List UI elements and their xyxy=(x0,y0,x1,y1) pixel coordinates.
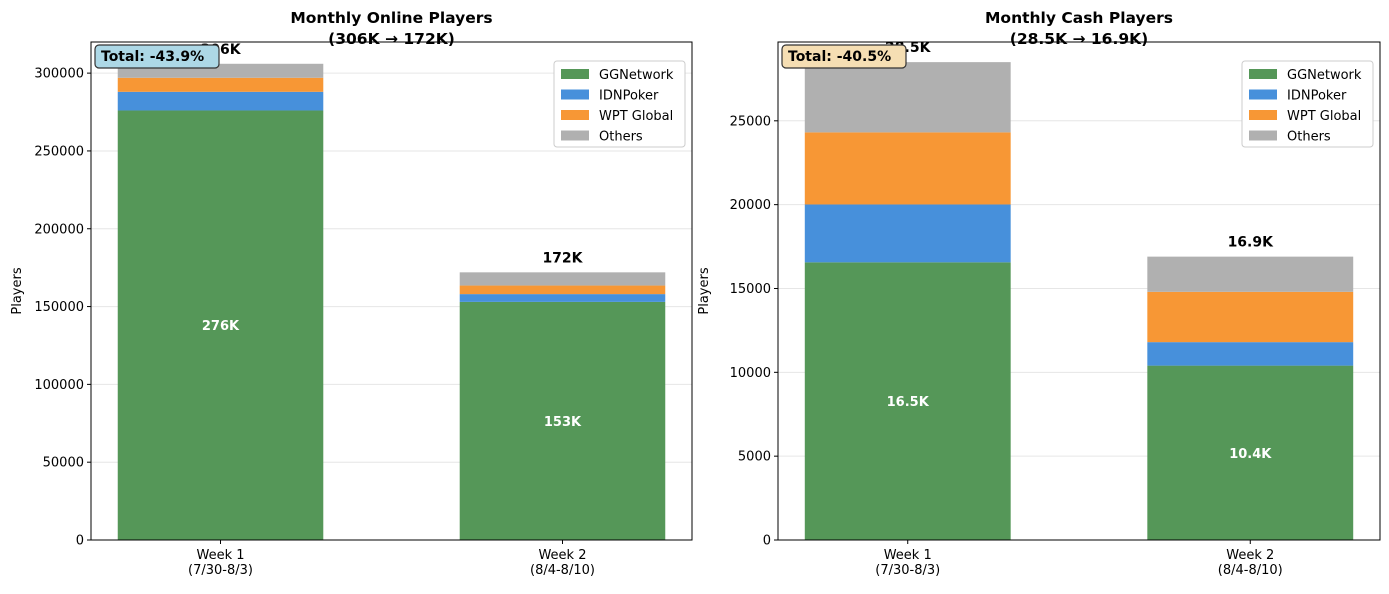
y-axis-label: Players xyxy=(697,267,712,314)
legend-swatch xyxy=(1249,69,1277,79)
y-tick-label: 150000 xyxy=(34,300,84,315)
y-tick-label: 50000 xyxy=(43,456,84,471)
segment-label: 16.5K xyxy=(887,395,930,410)
segment-label: 276K xyxy=(202,319,240,334)
legend-swatch xyxy=(561,130,589,141)
bar-ggnetwork xyxy=(1147,365,1354,540)
bar-idnpoker xyxy=(1147,342,1354,366)
legend-swatch xyxy=(1249,110,1277,120)
x-tick-label: (8/4-8/10) xyxy=(530,563,595,578)
y-tick-label: 100000 xyxy=(34,378,84,393)
y-tick-label: 10000 xyxy=(730,366,771,381)
x-tick-label: Week 1 xyxy=(196,548,244,563)
legend-box xyxy=(553,60,686,148)
legend-swatch xyxy=(561,110,589,120)
bar-others xyxy=(804,62,1011,133)
y-tick-label: 300000 xyxy=(34,67,84,82)
annotation-text: Total: -40.5% xyxy=(788,49,891,65)
x-tick-label: (7/30-8/3) xyxy=(188,563,253,578)
bar-idnpoker xyxy=(459,294,666,302)
x-tick-label: Week 2 xyxy=(1226,548,1274,563)
legend-label: Others xyxy=(1287,130,1331,145)
legend-label: WPT Global xyxy=(599,109,673,124)
legend-label: GGNetwork xyxy=(599,68,674,83)
y-tick-label: 200000 xyxy=(34,222,84,237)
annotation-text: Total: -43.9% xyxy=(101,49,204,65)
chart-title: Monthly Cash Players xyxy=(985,9,1173,27)
legend-label: IDNPoker xyxy=(1287,89,1347,104)
annotation-box xyxy=(781,44,907,69)
bar-wpt-global xyxy=(459,285,666,295)
y-tick-label: 25000 xyxy=(730,114,771,129)
legend-label: Others xyxy=(599,130,643,145)
legend-swatch xyxy=(1249,130,1277,141)
total-label: 172K xyxy=(542,250,583,266)
y-tick-label: 20000 xyxy=(730,198,771,213)
legend-box xyxy=(1241,60,1374,148)
legend-swatch xyxy=(561,89,589,100)
y-tick-label: 0 xyxy=(763,534,771,549)
bar-wpt-global xyxy=(117,77,324,92)
bar-ggnetwork xyxy=(804,262,1011,540)
legend: GGNetwork IDNPoker WPT Global Others xyxy=(553,60,686,148)
chart-cash: 28.5K16.5K16.9K10.4K05000100001500020000… xyxy=(697,9,1381,578)
y-tick-label: 15000 xyxy=(730,282,771,297)
x-tick-label: Week 1 xyxy=(884,548,932,563)
y-tick-label: 0 xyxy=(76,534,84,549)
plot-frame xyxy=(90,41,693,541)
plot-frame xyxy=(777,41,1381,541)
y-axis-label: Players xyxy=(10,267,25,314)
chart-online: 306K276K172K153K050000100000150000200000… xyxy=(10,9,693,578)
legend-label: GGNetwork xyxy=(1287,68,1362,83)
bar-ggnetwork xyxy=(117,110,324,540)
bar-others xyxy=(459,272,666,286)
legend-label: WPT Global xyxy=(1287,109,1361,124)
legend-swatch xyxy=(1249,89,1277,100)
x-tick-label: (7/30-8/3) xyxy=(875,563,940,578)
bar-idnpoker xyxy=(117,91,324,111)
chart-subtitle: (28.5K → 16.9K) xyxy=(1010,30,1148,48)
bar-wpt-global xyxy=(1147,291,1354,343)
bar-idnpoker xyxy=(804,204,1011,263)
legend-label: IDNPoker xyxy=(599,89,659,104)
x-tick-label: Week 2 xyxy=(538,548,586,563)
segment-label: 153K xyxy=(544,415,582,430)
bar-ggnetwork xyxy=(459,301,666,540)
y-tick-label: 250000 xyxy=(34,144,84,159)
annotation-box xyxy=(94,44,220,69)
chart-subtitle: (306K → 172K) xyxy=(328,30,455,48)
total-label: 16.9K xyxy=(1228,235,1275,251)
y-tick-label: 5000 xyxy=(738,450,771,465)
legend-swatch xyxy=(561,69,589,79)
legend: GGNetwork IDNPoker WPT Global Others xyxy=(1241,60,1374,148)
chart-title: Monthly Online Players xyxy=(290,9,492,27)
total-annotation: Total: -40.5% xyxy=(781,44,907,69)
bar-wpt-global xyxy=(804,132,1011,205)
bar-others xyxy=(1147,256,1354,292)
total-annotation: Total: -43.9% xyxy=(94,44,220,69)
x-tick-label: (8/4-8/10) xyxy=(1218,563,1283,578)
segment-label: 10.4K xyxy=(1229,447,1272,462)
